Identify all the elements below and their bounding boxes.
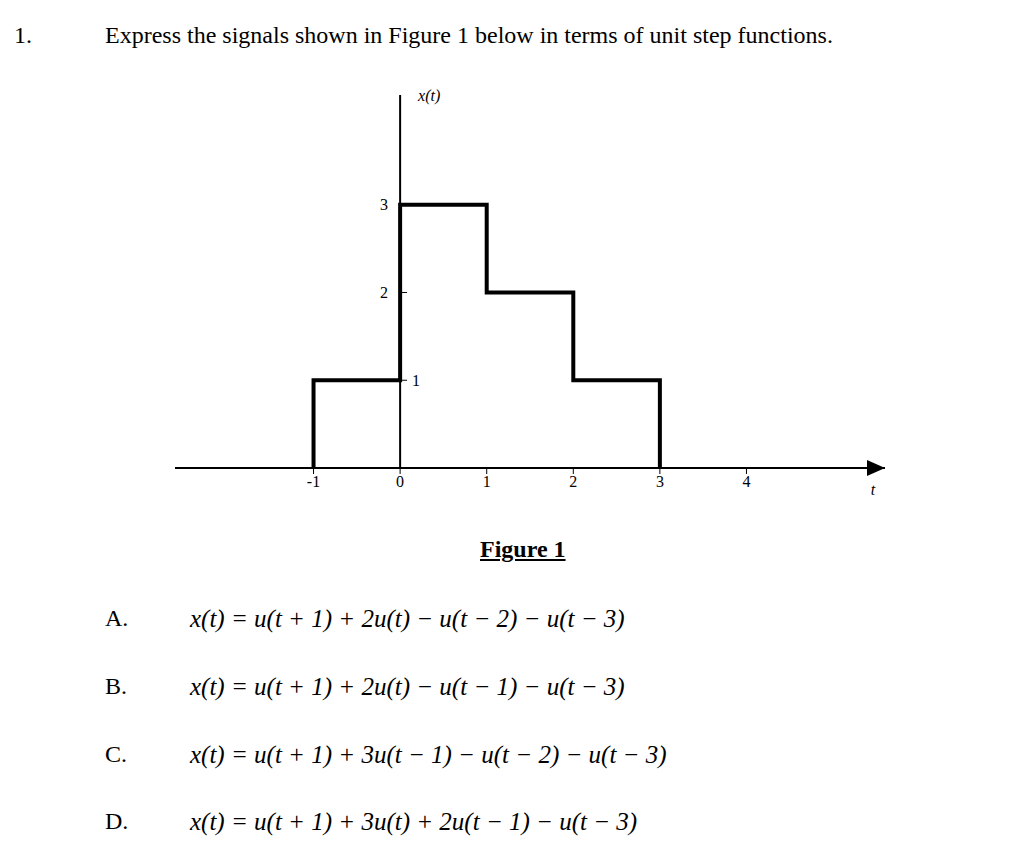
svg-text:2: 2	[569, 473, 577, 490]
html-text:C.: C.	[105, 741, 127, 767]
svg-text:3: 3	[380, 196, 388, 213]
html-text:1.: 1.	[14, 22, 32, 48]
svg-text:1: 1	[412, 372, 420, 389]
svg-text:4: 4	[742, 473, 750, 490]
html-text:Express the signals shown in F: Express the signals shown in Figure 1 be…	[105, 22, 833, 48]
svg-text:t: t	[871, 481, 876, 498]
html-text:Figure 1: Figure 1	[480, 536, 566, 562]
html-text:x(t) = u(t + 1) + 2u(t) − u(t: x(t) = u(t + 1) + 2u(t) − u(t − 2) − u(t…	[190, 605, 625, 632]
html-text:B.: B.	[105, 673, 127, 699]
svg-text:3: 3	[656, 473, 664, 490]
svg-text:0: 0	[396, 473, 404, 490]
html-text:D.: D.	[105, 808, 129, 834]
svg-text:-1: -1	[307, 473, 320, 490]
svg-text:2: 2	[380, 284, 388, 301]
html-text:A.: A.	[105, 605, 129, 631]
html-text:x(t) = u(t + 1) + 3u(t − 1) −: x(t) = u(t + 1) + 3u(t − 1) − u(t − 2) −…	[190, 741, 667, 768]
svg-text:1: 1	[483, 473, 491, 490]
html-text:x(t) = u(t + 1) + 3u(t) + 2u(t: x(t) = u(t + 1) + 3u(t) + 2u(t − 1) − u(…	[190, 808, 638, 835]
html-text:x(t) = u(t + 1) + 2u(t) − u(t: x(t) = u(t + 1) + 2u(t) − u(t − 1) − u(t…	[190, 673, 625, 700]
svg-text:x(t): x(t)	[417, 87, 440, 105]
